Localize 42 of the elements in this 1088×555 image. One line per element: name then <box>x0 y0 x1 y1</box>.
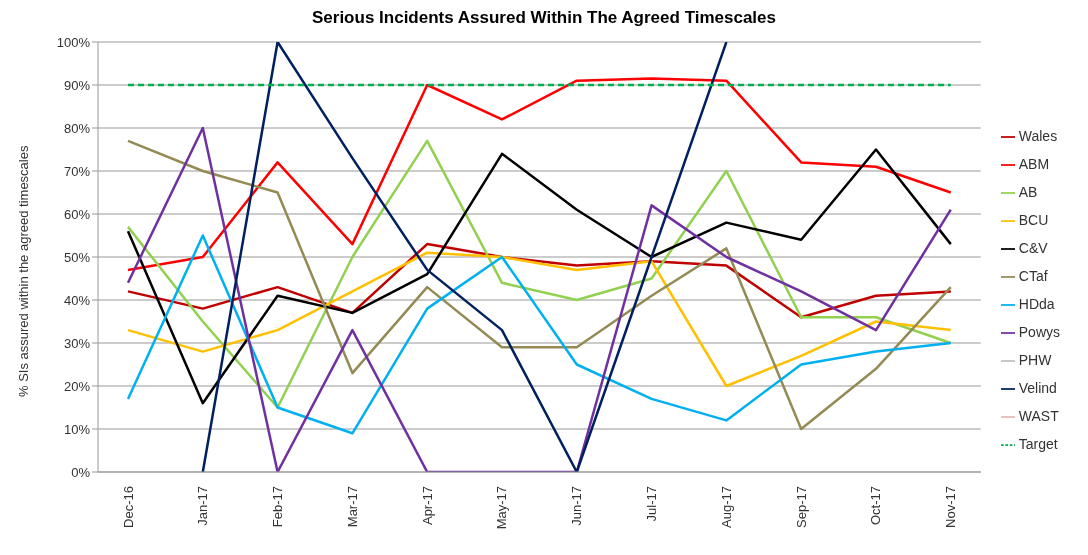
legend-label: Wales <box>1018 127 1058 144</box>
y-tick-label: 100% <box>56 34 91 50</box>
y-tick-label: 20% <box>63 378 91 394</box>
x-tick-label: Jul-17 <box>644 486 660 522</box>
y-tick-label: 10% <box>63 421 91 437</box>
x-tick-label: Apr-17 <box>419 486 435 526</box>
x-tick-label: Mar-17 <box>344 486 360 528</box>
y-tick-label: 90% <box>63 77 91 93</box>
legend-label: Powys <box>1018 323 1060 340</box>
legend-label: HDda <box>1018 295 1055 312</box>
x-tick-label: Feb-17 <box>270 486 286 528</box>
legend-label: WAST <box>1018 407 1059 424</box>
legend-label: BCU <box>1018 211 1049 228</box>
line-series <box>201 42 728 472</box>
y-tick-label: 50% <box>63 249 91 265</box>
legend-label: Target <box>1018 435 1058 452</box>
line-series <box>126 234 953 435</box>
x-tick-label: May-17 <box>494 486 510 530</box>
x-tick-label: Sep-17 <box>793 486 809 528</box>
y-tick-label: 60% <box>63 206 91 222</box>
x-tick-label: Nov-17 <box>943 486 959 528</box>
y-tick-label: 30% <box>63 335 91 351</box>
line-series <box>126 126 953 472</box>
legend-label: Velind <box>1018 379 1057 396</box>
x-tick-label: Aug-17 <box>718 486 734 528</box>
y-tick-label: 70% <box>63 163 91 179</box>
x-tick-label: Oct-17 <box>868 486 884 526</box>
line-series <box>126 77 953 272</box>
x-tick-label: Jan-17 <box>195 486 211 526</box>
y-axis-title: % SIs assured within the agreed timescales <box>15 145 31 397</box>
line-series <box>126 251 953 388</box>
legend-label: PHW <box>1018 351 1052 368</box>
legend-label: AB <box>1018 183 1038 200</box>
legend-label: C&V <box>1018 239 1048 256</box>
legend-label: CTaf <box>1018 267 1048 284</box>
y-tick-label: 0% <box>71 464 91 480</box>
legend-label: ABM <box>1018 155 1050 172</box>
y-tick-label: 40% <box>63 292 91 308</box>
x-tick-label: Dec-16 <box>120 486 136 528</box>
chart-title: Serious Incidents Assured Within The Agreed Timescales <box>311 8 777 29</box>
x-tick-label: Jun-17 <box>569 486 585 526</box>
y-tick-label: 80% <box>63 120 91 136</box>
